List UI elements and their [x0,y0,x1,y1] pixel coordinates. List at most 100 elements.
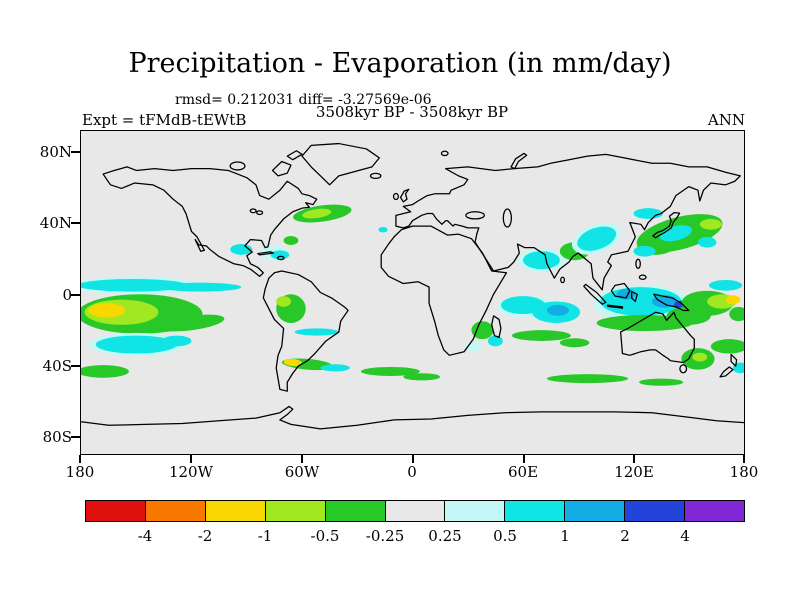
lake-caspian-sea [502,208,513,228]
colorbar-tick-label: 2 [620,527,630,545]
colorbar-tick-label: 1 [560,527,570,545]
coastline-australia [619,311,695,364]
anomaly-region [283,358,302,367]
anomaly-region [546,374,628,384]
coastline-britain [399,188,410,203]
x-axis-tick [301,455,303,463]
anomaly-region [732,362,744,374]
colorbar [85,500,745,522]
anomaly-region [294,328,339,336]
x-axis-tick-label: 60E [507,463,539,481]
colorbar-tick-label: -4 [137,527,153,545]
anomaly-region [270,250,290,260]
colorbar-tick-label: -0.5 [310,527,340,545]
anomaly-region [699,218,722,230]
anomaly-region [88,303,126,318]
coastline-victoria-island [229,161,246,171]
coastline-cuba [257,251,275,256]
colorbar-tick-label: -0.25 [365,527,405,545]
coastline-novaya-zemlya [510,152,528,170]
coastline-iceland [369,172,382,180]
coastline-svalbard [440,150,449,157]
world-map [81,142,744,430]
anomaly-region [709,279,743,291]
colorbar-segment [625,501,686,521]
coastline-new-zealand-north [730,353,738,367]
experiment-label: Expt = tFMdB-tEWtB [82,111,247,129]
anomaly-region [577,226,617,251]
anomaly-region [158,314,225,332]
colorbar-tick-label: 0.25 [428,527,462,545]
season-label: ANN [707,111,745,129]
x-axis-tick [523,455,525,463]
anomaly-region [160,282,242,292]
anomaly-region [523,251,560,270]
coastline-philippines-mindanao [638,274,647,281]
anomaly-region [633,208,663,219]
anomaly-region [729,306,744,322]
anomaly-region [511,330,571,341]
page-title: Precipitation - Evaporation (in mm/day) [128,48,672,79]
coastline-new-guinea [653,293,690,312]
period-line: 3508kyr BP - 3508kyr BP [315,103,509,121]
x-axis-tick-label: 180 [65,463,95,481]
anomaly-region [659,225,692,242]
anomaly-region [276,296,291,307]
colorbar-segment [385,501,446,521]
anomaly-region [639,378,684,386]
anomaly-region [302,208,332,219]
colorbar-segment [565,501,626,521]
y-axis-tick [71,222,80,224]
y-axis-tick [71,294,80,296]
anomaly-region [697,236,717,248]
coastline-sulawesi [631,290,638,303]
y-axis-tick [71,436,80,438]
anomaly-region [283,235,299,245]
coastline-sri-lanka [560,276,566,284]
colorbar-tick-label: 4 [680,527,690,545]
anomaly-region [378,227,388,233]
anomaly-region [360,366,420,376]
x-axis-tick [633,455,635,463]
x-axis-tick-label: 120E [614,463,654,481]
coastline-north-america [102,166,318,277]
lake-great-lakes-west [249,208,257,214]
colorbar-tick-label: -1 [257,527,273,545]
y-axis-tick-label: 0 [62,286,72,304]
x-axis-tick [190,455,192,463]
coastline-ellesmere [286,150,303,161]
coastline-eurasia [395,153,741,291]
anomaly-region [320,364,350,372]
colorbar-segment [265,501,326,521]
colorbar-segment [86,501,146,521]
anomaly-region [81,365,129,378]
x-axis-tick [743,455,745,463]
y-axis-tick-label: 80N [39,143,72,161]
anomaly-layer [81,204,744,386]
anomaly-region [633,245,656,257]
colorbar-segment [145,501,206,521]
anomaly-region [710,339,744,354]
colorbar-segment [205,501,266,521]
x-axis-tick-label: 180 [729,463,759,481]
anomaly-region [692,352,708,362]
anomaly-region [725,295,741,305]
anomaly-region [81,279,188,292]
coastline-ireland [392,192,399,201]
coastline-greenland [301,142,380,186]
colorbar-segment [505,501,566,521]
anomaly-region [471,321,494,340]
colorbar-segment [445,501,506,521]
x-axis-tick-label: 120W [168,463,214,481]
coastline-africa [380,225,508,356]
coastlines [81,142,744,430]
coastline-baffin [271,160,292,177]
y-axis-tick-label: 80S [42,428,72,446]
colorbar-segment [685,501,744,521]
map-frame [80,130,745,455]
y-axis-tick-label: 40N [39,214,72,232]
coastline-new-zealand-south [719,366,734,378]
coastline-borneo [610,282,631,299]
coastline-tasmania [679,364,688,374]
